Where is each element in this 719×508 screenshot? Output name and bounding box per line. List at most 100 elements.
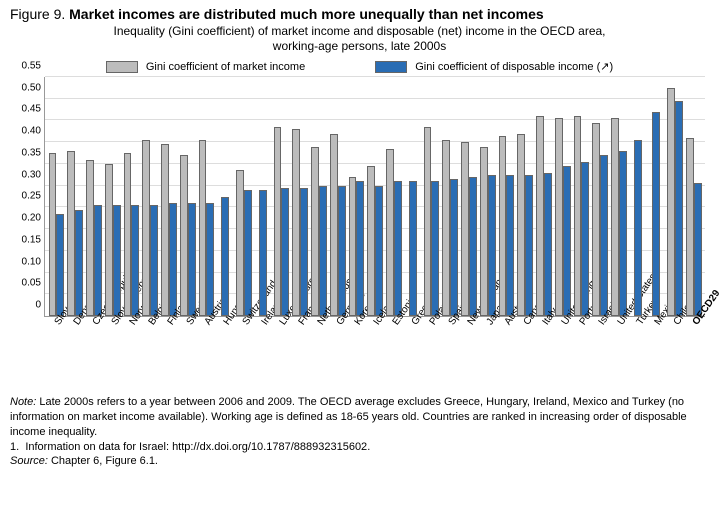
- bar-disposable: [600, 155, 608, 316]
- bar-disposable: [581, 162, 589, 316]
- bar-disposable: [150, 205, 158, 316]
- footnote-text: Information on data for Israel:: [25, 441, 169, 453]
- country-group: Ireland: [253, 77, 272, 316]
- bar-disposable: [94, 205, 102, 316]
- bar-market: [461, 142, 469, 316]
- bar-market: [536, 116, 544, 316]
- subtitle-line-1: Inequality (Gini coefficient) of market …: [113, 24, 605, 38]
- legend-swatch-market: [106, 61, 138, 73]
- country-group: Spain: [441, 77, 460, 316]
- bar-market: [124, 153, 132, 316]
- country-group: Denmark: [66, 77, 85, 316]
- country-group: Belgium: [141, 77, 160, 316]
- y-axis-tick: 0.55: [11, 61, 41, 72]
- bar-disposable: [356, 181, 364, 316]
- country-group: Slovak Republic: [103, 77, 122, 316]
- country-group: Slovenia: [47, 77, 66, 316]
- country-group: Switzerland: [235, 77, 254, 316]
- bar-disposable: [544, 173, 552, 316]
- country-group: Italy: [535, 77, 554, 316]
- note-line: Note: Late 2000s refers to a year betwee…: [10, 395, 709, 440]
- legend-swatch-disposable: [375, 61, 407, 73]
- bar-market: [142, 140, 150, 316]
- bar-market: [555, 118, 563, 316]
- country-group: Germany: [328, 77, 347, 316]
- country-group: OECD29: [685, 77, 704, 316]
- bar-market: [49, 153, 57, 316]
- bar-disposable: [619, 151, 627, 316]
- chart-plot: SloveniaDenmarkCzech RepublicSlovak Repu…: [44, 77, 705, 317]
- y-axis-tick: 0.30: [11, 169, 41, 180]
- bar-market: [274, 127, 282, 316]
- footnote-link[interactable]: http://dx.doi.org/10.1787/888932315602: [172, 441, 367, 453]
- y-axis-tick: 0.20: [11, 213, 41, 224]
- bar-disposable: [75, 210, 83, 316]
- country-group: Korea: [347, 77, 366, 316]
- bar-disposable: [300, 188, 308, 316]
- bar-disposable: [113, 205, 121, 316]
- source-line: Source: Chapter 6, Figure 6.1.: [10, 454, 709, 469]
- country-group: Greece: [403, 77, 422, 316]
- country-group: Mexico: [647, 77, 666, 316]
- bar-market: [311, 147, 319, 316]
- bar-market: [686, 138, 694, 316]
- legend-item-disposable: Gini coefficient of disposable income (↗…: [375, 60, 613, 73]
- country-group: Finland: [160, 77, 179, 316]
- bar-market: [199, 140, 207, 316]
- bar-disposable: [525, 175, 533, 316]
- y-axis-tick: 0.10: [11, 256, 41, 267]
- figure-title: Market incomes are distributed much more…: [69, 6, 544, 22]
- y-axis-tick: 0.05: [11, 278, 41, 289]
- bar-disposable: [409, 181, 417, 316]
- figure-number: Figure 9.: [10, 6, 65, 22]
- figure-notes: Note: Late 2000s refers to a year betwee…: [10, 395, 709, 469]
- country-group: Israel: [591, 77, 610, 316]
- country-group: Turkey: [628, 77, 647, 316]
- figure-title-line: Figure 9. Market incomes are distributed…: [10, 6, 709, 22]
- y-axis-tick: 0.45: [11, 104, 41, 115]
- bar-market: [480, 147, 488, 316]
- bar-market: [330, 134, 338, 317]
- source-text: Chapter 6, Figure 6.1.: [51, 455, 158, 467]
- legend-item-market: Gini coefficient of market income: [106, 60, 305, 73]
- bar-market: [386, 149, 394, 316]
- note-text: Late 2000s refers to a year between 2006…: [10, 396, 687, 438]
- chart-area: SloveniaDenmarkCzech RepublicSlovak Repu…: [44, 77, 705, 317]
- note-label: Note:: [10, 396, 36, 408]
- bar-disposable: [221, 197, 229, 317]
- country-group: Hungary: [216, 77, 235, 316]
- footnote-number: 1.: [10, 441, 19, 453]
- bar-disposable: [188, 203, 196, 316]
- bar-disposable: [506, 175, 514, 316]
- country-group: Australia: [497, 77, 516, 316]
- country-group: Canada: [516, 77, 535, 316]
- bar-market: [161, 144, 169, 316]
- country-group: Netherlands: [310, 77, 329, 316]
- footnote-line: 1. Information on data for Israel: http:…: [10, 440, 709, 455]
- bar-market: [517, 134, 525, 317]
- legend-label-market: Gini coefficient of market income: [146, 61, 305, 73]
- country-group: Portugal: [572, 77, 591, 316]
- country-group: Czech Republic: [85, 77, 104, 316]
- bar-disposable: [338, 186, 346, 316]
- bar-disposable: [394, 181, 402, 316]
- bar-disposable: [694, 183, 702, 316]
- y-axis-tick: 0.25: [11, 191, 41, 202]
- bar-disposable: [244, 190, 252, 316]
- y-axis-tick: 0.15: [11, 234, 41, 245]
- y-axis-tick: 0.50: [11, 82, 41, 93]
- country-group: Japan: [478, 77, 497, 316]
- bar-market: [236, 170, 244, 316]
- figure-subtitle: Inequality (Gini coefficient) of market …: [10, 24, 709, 54]
- bar-market: [180, 155, 188, 316]
- bar-disposable: [563, 166, 571, 316]
- bar-disposable: [488, 175, 496, 316]
- bar-market: [105, 164, 113, 316]
- country-group: France: [291, 77, 310, 316]
- country-group: Luxembourg: [272, 77, 291, 316]
- subtitle-line-2: working-age persons, late 2000s: [273, 39, 446, 53]
- bar-market: [667, 88, 675, 316]
- bar-disposable: [131, 205, 139, 316]
- bar-market: [442, 140, 450, 316]
- bar-disposable: [169, 203, 177, 316]
